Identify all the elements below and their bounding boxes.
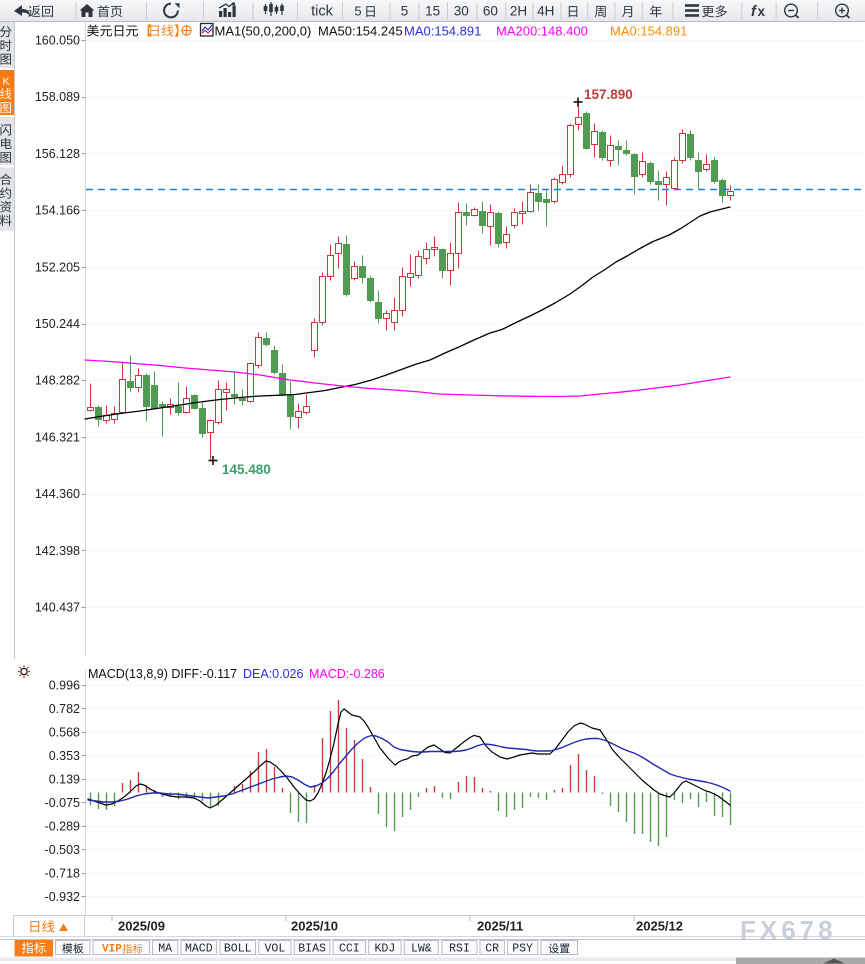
svg-text:0.996: 0.996 — [49, 678, 80, 692]
svg-text:158.089: 158.089 — [35, 90, 80, 104]
svg-text:140.437: 140.437 — [35, 601, 80, 615]
svg-text:f: f — [751, 4, 758, 20]
svg-text:144.360: 144.360 — [35, 487, 80, 501]
svg-text:0.353: 0.353 — [49, 749, 80, 763]
svg-text:154.166: 154.166 — [35, 204, 80, 218]
svg-text:150.244: 150.244 — [35, 317, 80, 331]
svg-text:tick: tick — [311, 4, 334, 20]
svg-text:60: 60 — [483, 4, 498, 19]
svg-text:2025/11: 2025/11 — [477, 919, 523, 934]
svg-text:5: 5 — [354, 4, 361, 19]
svg-text:2025/10: 2025/10 — [291, 919, 338, 934]
svg-text:LW&: LW& — [411, 943, 432, 956]
svg-text:157.890: 157.890 — [584, 87, 633, 102]
svg-text:MACD: MACD — [185, 943, 213, 956]
svg-text:MA200:148.400: MA200:148.400 — [496, 24, 588, 39]
svg-text:-0.075: -0.075 — [45, 796, 80, 810]
svg-text:RSI: RSI — [449, 943, 470, 956]
svg-text:30: 30 — [454, 4, 469, 19]
svg-text:DEA:0.026: DEA:0.026 — [243, 667, 304, 681]
svg-text:-0.718: -0.718 — [45, 866, 80, 880]
svg-text:160.050: 160.050 — [35, 34, 80, 48]
svg-text:2025/09: 2025/09 — [118, 919, 165, 934]
svg-text:0.782: 0.782 — [49, 702, 80, 716]
svg-text:148.282: 148.282 — [35, 374, 80, 388]
svg-text:0.568: 0.568 — [49, 725, 80, 739]
svg-text:MACD:-0.286: MACD:-0.286 — [309, 667, 385, 681]
svg-text:2025/12: 2025/12 — [636, 919, 683, 934]
svg-text:15: 15 — [425, 4, 440, 19]
svg-text:146.321: 146.321 — [35, 430, 80, 444]
svg-text:PSY: PSY — [512, 943, 533, 956]
svg-text:VOL: VOL — [265, 943, 286, 956]
svg-text:MA50:154.245: MA50:154.245 — [318, 24, 403, 39]
svg-text:MACD(13,8,9) DIFF:-0.117: MACD(13,8,9) DIFF:-0.117 — [88, 667, 237, 681]
svg-text:BOLL: BOLL — [224, 943, 252, 956]
svg-text:152.205: 152.205 — [35, 260, 80, 274]
svg-text:BIAS: BIAS — [298, 943, 326, 956]
svg-text:0.139: 0.139 — [49, 772, 80, 786]
svg-text:CCI: CCI — [339, 943, 360, 956]
svg-text:CR: CR — [485, 943, 499, 956]
svg-text:-0.289: -0.289 — [45, 819, 80, 833]
svg-text:156.128: 156.128 — [35, 147, 80, 161]
svg-text:142.398: 142.398 — [35, 544, 80, 558]
svg-text:5: 5 — [401, 4, 409, 19]
svg-text:K: K — [2, 76, 10, 88]
svg-text:MA1(50,0,200,0): MA1(50,0,200,0) — [215, 24, 312, 39]
svg-text:2H: 2H — [510, 4, 527, 19]
svg-text:x: x — [758, 4, 766, 19]
svg-text:FX678: FX678 — [740, 915, 837, 945]
svg-text:MA: MA — [158, 943, 172, 956]
svg-text:MA0:154.891: MA0:154.891 — [610, 24, 687, 39]
svg-text:KDJ: KDJ — [375, 943, 396, 956]
svg-text:VIP: VIP — [102, 944, 122, 956]
svg-text:145.480: 145.480 — [222, 462, 271, 477]
svg-text:4H: 4H — [537, 4, 554, 19]
svg-text:-0.503: -0.503 — [45, 843, 80, 857]
svg-text:MA0:154.891: MA0:154.891 — [404, 24, 481, 39]
svg-text:-0.932: -0.932 — [45, 890, 80, 904]
